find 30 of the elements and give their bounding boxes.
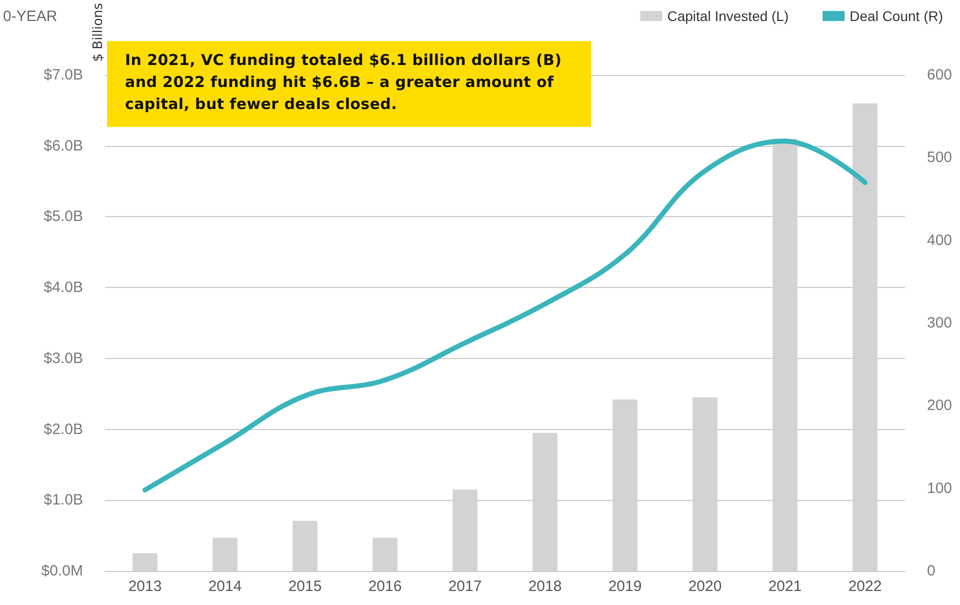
y2-tick-label: 100	[927, 480, 952, 497]
y-axis-title: $ Billions	[91, 2, 106, 62]
x-tick-label: 2016	[368, 578, 402, 595]
y2-tick-label: 400	[927, 232, 952, 249]
y-tick-label: $3.0B	[44, 350, 83, 367]
y2-tick-label: 0	[927, 562, 936, 580]
y-tick-label: $0.0M	[41, 562, 83, 580]
y2-tick-label: 200	[927, 397, 952, 414]
legend-label: Deal Count (R)	[850, 8, 944, 24]
x-tick-label: 2022	[848, 578, 882, 595]
y-tick-label: $2.0B	[44, 420, 83, 438]
y-tick-label: $4.0B	[44, 279, 83, 296]
x-tick-label: 2015	[288, 578, 322, 595]
x-tick-label: 2018	[528, 578, 562, 595]
y2-tick-label: 600	[927, 66, 952, 84]
legend-label: Capital Invested (L)	[667, 8, 789, 24]
y-tick-label: $6.0B	[44, 137, 83, 154]
y2-tick-label: 300	[927, 314, 952, 332]
y-tick-label: $5.0B	[44, 208, 83, 226]
x-tick-label: 2019	[608, 578, 642, 595]
y2-tick-label: 500	[927, 149, 952, 166]
annotation: In 2021, VC funding totaled $6.1 billion dollars (B) and 2022 funding hit $6.6B – a greater amount of capital, but fewer deals closed.	[107, 41, 591, 127]
x-tick-label: 2021	[768, 578, 802, 595]
x-tick-label: 2014	[208, 578, 242, 595]
x-tick-label: 2017	[448, 578, 482, 595]
y-tick-label: $1.0B	[44, 492, 83, 509]
chart-title: 0-YEAR	[3, 8, 58, 25]
x-tick-label: 2020	[688, 578, 722, 595]
y-tick-label: $7.0B	[44, 66, 83, 84]
x-tick-label: 2013	[128, 578, 162, 595]
